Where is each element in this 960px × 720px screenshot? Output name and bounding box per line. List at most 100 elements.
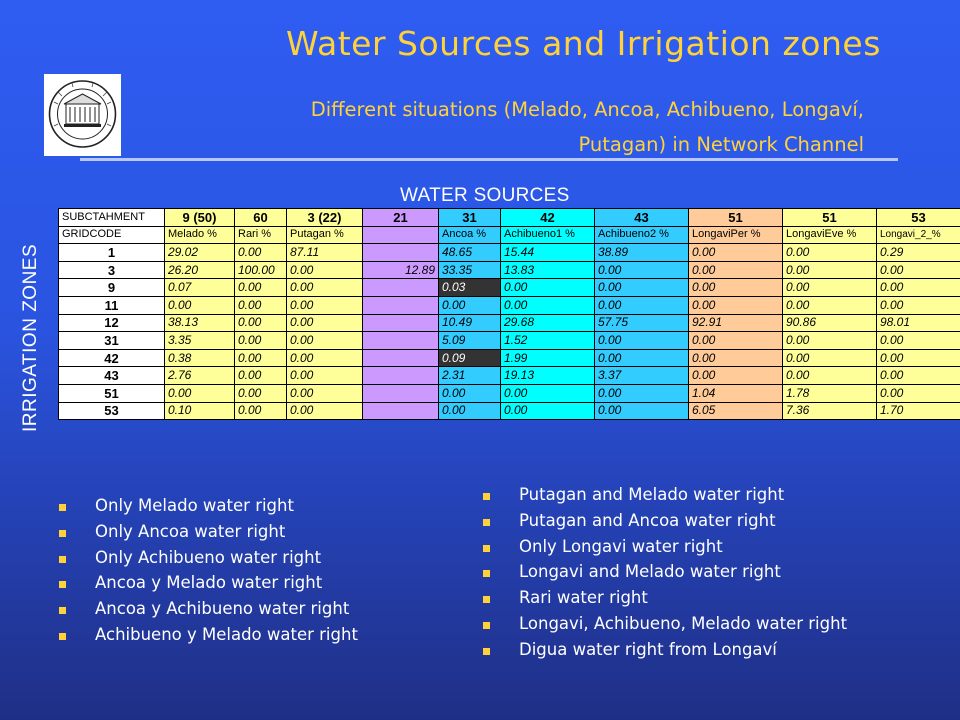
value-cell: 1.78 bbox=[782, 383, 877, 403]
value-cell: 0.00 bbox=[286, 260, 363, 280]
value-cell: 0.00 bbox=[286, 366, 363, 385]
header-row-source-id: SUBCTAHMENT 9 (50) 60 3 (22) 21 31 42 43… bbox=[58, 208, 960, 227]
header-cell: 51 bbox=[688, 208, 783, 227]
university-seal-icon bbox=[44, 74, 121, 156]
value-cell: 0.00 bbox=[594, 260, 689, 280]
list-item: Longavi and Melado water right bbox=[483, 559, 847, 585]
value-cell bbox=[362, 383, 439, 403]
value-cell: 0.00 bbox=[594, 401, 689, 421]
value-cell: 0.00 bbox=[688, 260, 783, 280]
header-cell: 9 (50) bbox=[164, 208, 235, 227]
bullet-square-icon bbox=[59, 529, 66, 537]
gridcode-cell: 43 bbox=[58, 366, 165, 385]
table-row: 9 0.07 0.00 0.00 0.03 0.00 0.00 0.00 0.0… bbox=[58, 278, 960, 297]
value-cell: 26.20 bbox=[164, 260, 235, 280]
list-item-text: Only Melado water right bbox=[95, 496, 294, 515]
value-cell: 48.65 bbox=[438, 243, 501, 262]
bullet-list-left: Only Melado water right Only Ancoa water… bbox=[59, 493, 358, 648]
header-cell: LongaviPer % bbox=[688, 225, 783, 245]
gridcode-cell: 9 bbox=[58, 278, 165, 297]
list-item-text: Ancoa y Achibueno water right bbox=[95, 599, 350, 619]
value-cell: 1.70 bbox=[876, 401, 960, 421]
gridcode-cell: 42 bbox=[58, 348, 165, 368]
value-cell: 0.00 bbox=[234, 383, 287, 403]
value-cell: 0.00 bbox=[688, 295, 783, 315]
value-cell: 0.29 bbox=[876, 243, 960, 262]
value-cell: 0.00 bbox=[234, 278, 287, 297]
value-cell: 0.00 bbox=[594, 278, 689, 297]
header-cell: 3 (22) bbox=[286, 208, 363, 227]
list-item: Achibueno y Melado water right bbox=[59, 622, 358, 648]
value-cell: 38.13 bbox=[164, 313, 235, 333]
header-cell: 43 bbox=[594, 208, 689, 227]
list-item-text: Longavi and Melado water right bbox=[519, 562, 781, 582]
value-cell: 10.49 bbox=[438, 313, 501, 333]
table-row: 1 29.02 0.00 87.11 48.65 15.44 38.89 0.0… bbox=[58, 243, 960, 262]
header-cell bbox=[362, 225, 439, 245]
list-item: Longavi, Achibueno, Melado water right bbox=[483, 611, 847, 637]
value-cell: 0.00 bbox=[438, 295, 501, 315]
header-cell: SUBCTAHMENT bbox=[58, 208, 165, 227]
list-item: Rari water right bbox=[483, 585, 847, 611]
header-cell: Rari % bbox=[234, 225, 287, 245]
value-cell bbox=[362, 313, 439, 333]
table-row: 3 26.20 100.00 0.00 12.89 33.35 13.83 0.… bbox=[58, 260, 960, 280]
value-cell: 0.00 bbox=[782, 331, 877, 350]
value-cell: 0.00 bbox=[234, 243, 287, 262]
gridcode-cell: 1 bbox=[58, 243, 165, 262]
value-cell: 0.00 bbox=[688, 331, 783, 350]
value-cell: 57.75 bbox=[594, 313, 689, 333]
value-cell: 13.83 bbox=[500, 260, 595, 280]
value-cell: 0.00 bbox=[782, 348, 877, 368]
value-cell: 0.00 bbox=[876, 260, 960, 280]
header-cell: 53 bbox=[876, 208, 960, 227]
value-cell: 90.86 bbox=[782, 313, 877, 333]
bullet-square-icon bbox=[483, 647, 490, 655]
value-cell: 0.00 bbox=[594, 331, 689, 350]
value-cell: 0.00 bbox=[234, 401, 287, 421]
list-item: Ancoa y Achibueno water right bbox=[59, 596, 358, 622]
list-item-text: Putagan and Melado water right bbox=[519, 485, 785, 504]
bullet-square-icon bbox=[483, 621, 490, 629]
table-row: 43 2.76 0.00 0.00 2.31 19.13 3.37 0.00 0… bbox=[58, 366, 960, 385]
value-cell: 3.37 bbox=[594, 366, 689, 385]
value-cell: 0.00 bbox=[500, 401, 595, 421]
value-cell: 0.00 bbox=[234, 313, 287, 333]
water-sources-table: SUBCTAHMENT 9 (50) 60 3 (22) 21 31 42 43… bbox=[58, 208, 960, 421]
table-row: 11 0.00 0.00 0.00 0.00 0.00 0.00 0.00 0.… bbox=[58, 295, 960, 315]
value-cell: 6.05 bbox=[688, 401, 783, 421]
value-cell: 0.00 bbox=[286, 348, 363, 368]
value-cell: 0.00 bbox=[438, 383, 501, 403]
value-cell: 0.00 bbox=[164, 295, 235, 315]
value-cell: 0.00 bbox=[688, 348, 783, 368]
value-cell: 0.03 bbox=[438, 278, 501, 297]
list-item-text: Ancoa y Melado water right bbox=[95, 573, 323, 593]
value-cell: 0.00 bbox=[594, 348, 689, 368]
bullet-square-icon bbox=[59, 504, 66, 511]
list-item: Ancoa y Melado water right bbox=[59, 570, 358, 596]
value-cell: 0.00 bbox=[782, 295, 877, 315]
value-cell: 19.13 bbox=[500, 366, 595, 385]
value-cell: 0.00 bbox=[688, 278, 783, 297]
bullet-square-icon bbox=[483, 596, 490, 604]
list-item: Only Melado water right bbox=[59, 493, 358, 519]
value-cell: 0.10 bbox=[164, 401, 235, 421]
value-cell bbox=[362, 243, 439, 262]
header-cell: Longavi_2_% bbox=[876, 225, 960, 245]
header-cell: 31 bbox=[438, 208, 501, 227]
bullet-square-icon bbox=[59, 555, 66, 563]
value-cell: 0.00 bbox=[876, 348, 960, 368]
list-item: Only Achibueno water right bbox=[59, 545, 358, 571]
list-item-text: Digua water right from Longaví bbox=[519, 639, 777, 659]
table-row: 31 3.35 0.00 0.00 5.09 1.52 0.00 0.00 0.… bbox=[58, 331, 960, 350]
value-cell bbox=[362, 295, 439, 315]
value-cell: 7.36 bbox=[782, 401, 877, 421]
list-item: Only Ancoa water right bbox=[59, 519, 358, 545]
value-cell: 0.00 bbox=[234, 366, 287, 385]
value-cell: 0.00 bbox=[876, 295, 960, 315]
value-cell: 98.01 bbox=[876, 313, 960, 333]
value-cell: 0.00 bbox=[286, 401, 363, 421]
value-cell: 0.07 bbox=[164, 278, 235, 297]
value-cell: 0.00 bbox=[876, 278, 960, 297]
slide-title: Water Sources and Irrigation zones bbox=[286, 24, 881, 63]
